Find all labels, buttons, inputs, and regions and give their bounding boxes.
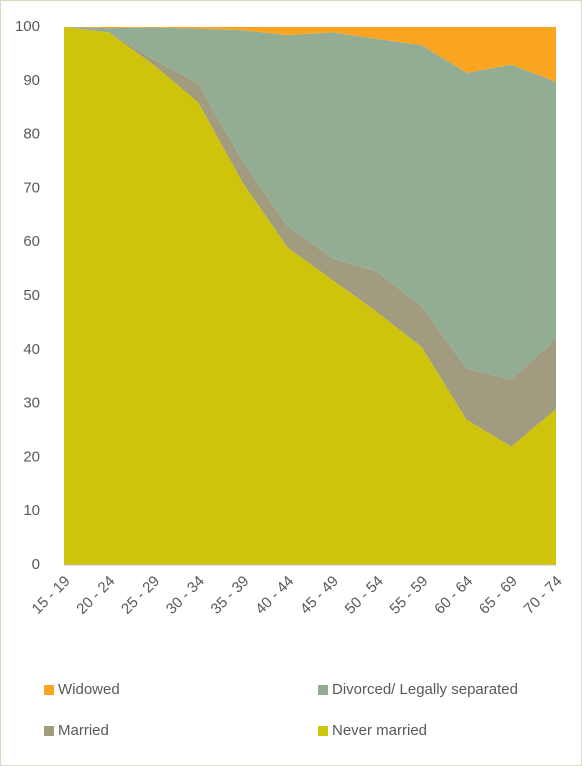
legend-swatch [318,726,328,736]
area [64,27,556,82]
y-tick-label: 80 [23,126,40,143]
legend-label: Widowed [58,681,120,698]
y-tick-label: 10 [23,502,40,519]
y-tick-label: 30 [23,395,40,412]
y-tick-label: 50 [23,287,40,304]
legend-swatch [44,685,54,695]
y-tick-label: 70 [23,179,40,196]
area [64,27,556,380]
y-tick-label: 100 [15,18,40,35]
y-tick-label: 60 [23,233,40,250]
legend-label: Never married [332,722,427,739]
legend-swatch [318,685,328,695]
y-tick-label: 90 [23,72,40,89]
legend-swatch [44,726,54,736]
y-tick-label: 0 [32,556,40,573]
y-tick-label: 40 [23,341,40,358]
legend-label: Divorced/ Legally separated [332,681,518,698]
legend-label: Married [58,722,109,739]
area [64,27,556,565]
area [64,27,556,447]
y-tick-label: 20 [23,448,40,465]
